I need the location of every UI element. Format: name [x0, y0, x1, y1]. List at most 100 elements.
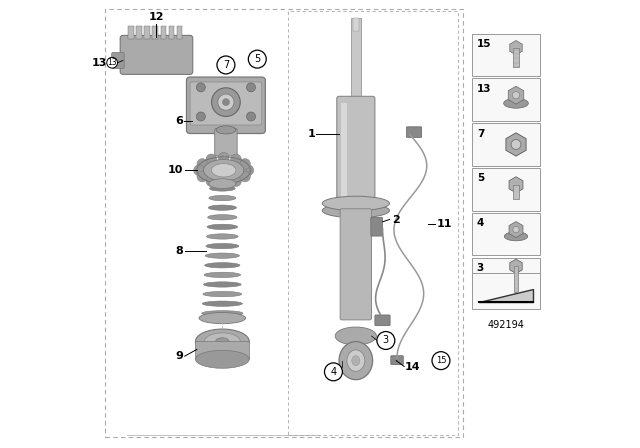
- Text: 15: 15: [436, 356, 446, 365]
- Bar: [288, 11, 458, 435]
- Text: 10: 10: [168, 165, 184, 175]
- Text: 12: 12: [148, 13, 164, 22]
- Ellipse shape: [204, 159, 244, 181]
- Ellipse shape: [207, 224, 237, 229]
- Circle shape: [194, 165, 204, 176]
- FancyBboxPatch shape: [215, 129, 237, 156]
- Polygon shape: [506, 133, 526, 156]
- Circle shape: [107, 57, 118, 68]
- FancyBboxPatch shape: [112, 52, 124, 69]
- Ellipse shape: [335, 327, 376, 345]
- FancyBboxPatch shape: [406, 127, 422, 138]
- Circle shape: [230, 176, 241, 186]
- Ellipse shape: [202, 310, 243, 316]
- Text: 8: 8: [175, 246, 184, 256]
- Circle shape: [246, 112, 255, 121]
- Bar: [472, 78, 540, 121]
- Text: 13: 13: [477, 84, 492, 94]
- Ellipse shape: [195, 350, 249, 368]
- FancyBboxPatch shape: [340, 209, 371, 320]
- Ellipse shape: [211, 164, 236, 177]
- Ellipse shape: [208, 205, 236, 210]
- Circle shape: [239, 171, 250, 182]
- Circle shape: [218, 152, 229, 163]
- Polygon shape: [509, 177, 523, 193]
- Circle shape: [217, 56, 235, 74]
- Text: 7: 7: [477, 129, 484, 138]
- Bar: [195, 341, 249, 359]
- Bar: [472, 34, 540, 76]
- Ellipse shape: [204, 272, 241, 277]
- Text: 15: 15: [477, 39, 492, 49]
- Circle shape: [196, 112, 205, 121]
- Ellipse shape: [209, 195, 236, 201]
- Text: 5: 5: [477, 173, 484, 183]
- FancyBboxPatch shape: [371, 217, 383, 236]
- Circle shape: [377, 332, 395, 349]
- Bar: [514, 266, 518, 293]
- Ellipse shape: [322, 196, 389, 211]
- FancyBboxPatch shape: [375, 315, 390, 326]
- Bar: [513, 48, 518, 67]
- Bar: [136, 26, 142, 39]
- Bar: [105, 9, 463, 437]
- Text: 492194: 492194: [488, 320, 524, 330]
- Polygon shape: [508, 86, 524, 104]
- FancyBboxPatch shape: [190, 82, 262, 125]
- Text: 5: 5: [254, 54, 260, 64]
- Text: 14: 14: [405, 362, 420, 372]
- Bar: [161, 26, 166, 39]
- Circle shape: [206, 176, 217, 186]
- Bar: [513, 185, 518, 199]
- Circle shape: [239, 159, 250, 169]
- Text: 6: 6: [175, 116, 184, 126]
- Text: 9: 9: [175, 351, 184, 361]
- Bar: [341, 103, 347, 206]
- Ellipse shape: [339, 341, 372, 380]
- Circle shape: [513, 92, 520, 99]
- Circle shape: [197, 171, 208, 182]
- Ellipse shape: [207, 215, 237, 220]
- Ellipse shape: [347, 350, 365, 371]
- Circle shape: [206, 154, 217, 165]
- Circle shape: [248, 50, 266, 68]
- Text: 13: 13: [92, 58, 108, 68]
- Bar: [472, 123, 540, 166]
- Polygon shape: [510, 41, 522, 55]
- Ellipse shape: [209, 179, 236, 189]
- Ellipse shape: [209, 186, 236, 191]
- Text: 2: 2: [392, 215, 399, 224]
- FancyBboxPatch shape: [391, 356, 403, 365]
- Bar: [145, 26, 150, 39]
- Ellipse shape: [504, 232, 527, 241]
- Ellipse shape: [205, 253, 239, 258]
- Ellipse shape: [204, 333, 240, 350]
- Circle shape: [222, 99, 230, 106]
- FancyBboxPatch shape: [337, 96, 375, 213]
- Ellipse shape: [202, 301, 243, 306]
- Bar: [351, 18, 361, 99]
- Circle shape: [196, 83, 205, 92]
- Text: 4: 4: [330, 367, 337, 377]
- Circle shape: [230, 154, 241, 165]
- Circle shape: [197, 159, 208, 169]
- Ellipse shape: [199, 313, 246, 323]
- Circle shape: [246, 83, 255, 92]
- Circle shape: [243, 165, 253, 176]
- Text: 3: 3: [383, 336, 389, 345]
- Polygon shape: [479, 289, 533, 302]
- Text: 13: 13: [108, 58, 117, 67]
- Text: 7: 7: [223, 60, 229, 70]
- Circle shape: [218, 94, 234, 110]
- Ellipse shape: [216, 338, 229, 345]
- Circle shape: [513, 226, 519, 233]
- Bar: [472, 273, 540, 309]
- Circle shape: [324, 363, 342, 381]
- Ellipse shape: [205, 263, 240, 268]
- Ellipse shape: [195, 329, 249, 354]
- Bar: [472, 258, 540, 300]
- Circle shape: [212, 88, 240, 116]
- Circle shape: [218, 177, 229, 188]
- Bar: [472, 213, 540, 255]
- Ellipse shape: [322, 203, 389, 218]
